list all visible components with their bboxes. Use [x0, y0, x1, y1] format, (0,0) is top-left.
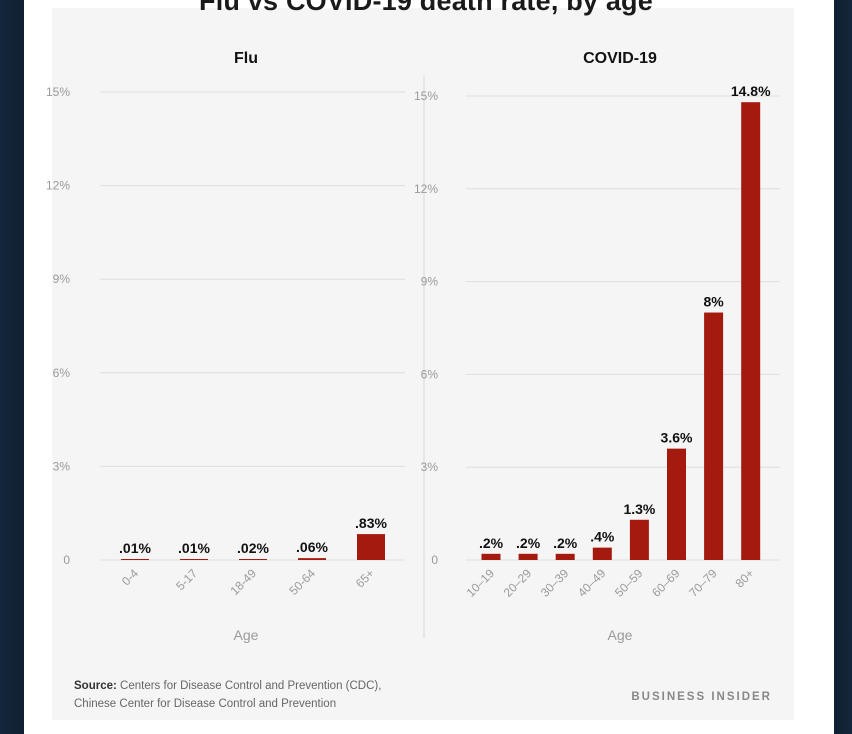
source-label: Source: — [74, 680, 117, 692]
covid-value-label: .2% — [479, 535, 504, 551]
covid-bar — [704, 312, 724, 560]
covid-panel: 0 3% 6% 9% 12% 15% .2% 10–19 .2% 20–29 .2% 30–39 .4%… — [414, 83, 780, 643]
covid-bar — [667, 448, 686, 560]
flu-x-axis-title: Age — [234, 627, 259, 643]
flu-bar — [239, 559, 267, 560]
flu-value-label: .02% — [237, 540, 269, 556]
flu-category-label: 50-64 — [287, 566, 319, 598]
flu-y-tick-label: 6% — [53, 366, 71, 380]
right-frame — [834, 0, 852, 734]
covid-value-label: 8% — [703, 294, 724, 310]
flu-bar — [180, 559, 208, 560]
covid-category-label: 20–29 — [501, 566, 535, 600]
flu-category-label: 18-49 — [228, 566, 260, 598]
covid-y-tick-label: 15% — [414, 89, 438, 103]
flu-y-tick-label: 15% — [46, 85, 70, 99]
flu-y-tick-label: 0 — [63, 553, 70, 567]
covid-value-label: 14.8% — [731, 83, 771, 99]
covid-value-label: 3.6% — [661, 430, 693, 446]
covid-y-tick-label: 3% — [421, 460, 439, 474]
covid-y-tick-label: 9% — [421, 275, 439, 289]
flu-category-label: 5-17 — [173, 566, 200, 593]
flu-y-tick-label: 12% — [46, 179, 70, 193]
flu-value-label: .01% — [178, 540, 210, 556]
flu-category-label: 0-4 — [119, 566, 141, 588]
covid-value-label: .2% — [516, 535, 541, 551]
source-line-1: Centers for Disease Control and Preventi… — [120, 680, 382, 692]
covid-bar — [741, 102, 761, 560]
covid-bar — [592, 547, 612, 560]
flu-value-label: .83% — [355, 515, 387, 531]
covid-category-label: 10–19 — [464, 566, 498, 600]
covid-bar — [629, 519, 649, 560]
covid-bar — [481, 553, 501, 560]
covid-category-label: 60–69 — [649, 566, 683, 600]
covid-y-tick-label: 0 — [431, 553, 438, 567]
left-frame — [0, 0, 24, 734]
covid-y-tick-label: 12% — [414, 182, 438, 196]
flu-y-tick-label: 3% — [53, 459, 71, 473]
covid-bar — [518, 553, 538, 560]
covid-value-label: .2% — [553, 535, 578, 551]
source-line-2: Chinese Center for Disease Control and P… — [74, 698, 337, 710]
flu-bar — [121, 559, 149, 560]
chart-background — [52, 8, 794, 720]
covid-panel-title: COVID-19 — [583, 50, 657, 67]
chart-title: Flu vs COVID-19 death rate, by age — [199, 0, 653, 16]
covid-category-label: 70–79 — [686, 566, 720, 600]
covid-y-tick-label: 6% — [421, 367, 439, 381]
flu-y-tick-label: 9% — [53, 272, 71, 286]
covid-value-label: 1.3% — [623, 501, 655, 517]
flu-value-label: .06% — [296, 539, 328, 555]
covid-value-label: .4% — [590, 529, 615, 545]
covid-category-label: 30–39 — [538, 566, 572, 600]
flu-bar — [298, 558, 326, 560]
flu-category-label: 65+ — [353, 566, 377, 590]
flu-panel-title: Flu — [234, 50, 258, 67]
flu-value-label: .01% — [119, 540, 151, 556]
flu-bar — [357, 534, 385, 560]
brand-logo: BUSINESS INSIDER — [631, 691, 772, 703]
covid-x-axis-title: Age — [608, 627, 633, 643]
covid-bar — [555, 553, 575, 560]
covid-category-label: 50–59 — [612, 566, 646, 600]
source-note: Source: Centers for Disease Control and … — [74, 677, 381, 713]
flu-panel: 0 3% 6% 9% 12% 15% .01% 0-4 .01% 5-17 .02% 18-49 .06… — [46, 85, 405, 643]
covid-category-label: 80+ — [733, 566, 757, 590]
covid-category-label: 40–49 — [575, 566, 609, 600]
